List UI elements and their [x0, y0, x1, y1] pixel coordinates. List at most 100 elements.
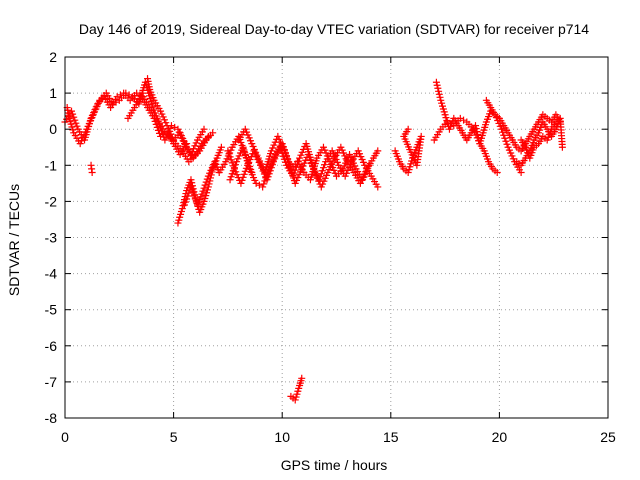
data-point [183, 195, 191, 203]
data-point [517, 169, 525, 177]
y-tick-label: 1 [49, 85, 57, 101]
data-point [284, 156, 292, 164]
data-point [227, 156, 235, 164]
data-point [198, 190, 206, 198]
x-tick-label: 10 [274, 429, 290, 445]
data-point [558, 143, 566, 151]
data-point [239, 173, 247, 181]
data-point [217, 143, 225, 151]
data-point [304, 150, 312, 158]
data-point [433, 81, 441, 89]
data-point [73, 122, 81, 130]
x-ticks: 0 5 10 15 20 25 [61, 57, 616, 445]
data-point [191, 195, 199, 203]
data-point [404, 125, 412, 133]
y-axis-label: SDTVAR / TECUs [6, 184, 22, 296]
data-point [230, 164, 238, 172]
data-point [261, 177, 269, 185]
data-point [72, 119, 80, 127]
y-tick-label: 2 [49, 49, 57, 65]
data-points [61, 75, 566, 404]
data-point [88, 169, 96, 177]
data-point [201, 181, 209, 189]
data-point [283, 153, 291, 161]
y-tick-label: 0 [49, 121, 57, 137]
data-point [259, 183, 267, 191]
y-tick-label: -4 [45, 266, 58, 282]
data-point [187, 176, 195, 184]
data-point [188, 186, 196, 194]
chart-title: Day 146 of 2019, Sidereal Day-to-day VTE… [79, 21, 589, 37]
data-point [151, 117, 159, 125]
y-tick-label: -5 [45, 302, 58, 318]
data-point [493, 169, 501, 177]
y-ticks: -8 -7 -6 -5 -4 -3 -2 -1 0 1 2 [45, 49, 608, 426]
data-point [180, 201, 188, 209]
data-point [365, 161, 373, 169]
data-point [187, 183, 195, 191]
data-point [317, 170, 325, 178]
data-point [203, 175, 211, 183]
data-point [435, 90, 443, 98]
data-point [209, 129, 217, 137]
data-point [155, 129, 163, 137]
data-point [285, 159, 293, 167]
x-axis-label: GPS time / hours [281, 457, 388, 473]
y-tick-label: -1 [45, 157, 58, 173]
data-point [148, 100, 156, 108]
data-point [178, 205, 186, 213]
data-point [228, 170, 236, 178]
x-tick-label: 25 [600, 429, 616, 445]
y-tick-label: -3 [45, 230, 58, 246]
data-point [319, 164, 327, 172]
data-point [281, 150, 289, 158]
data-point [225, 150, 233, 158]
data-point [503, 140, 511, 148]
data-point [298, 374, 306, 382]
data-point [499, 128, 507, 136]
data-point [552, 118, 560, 126]
data-point [318, 167, 326, 175]
data-point [374, 183, 382, 191]
data-point [200, 184, 208, 192]
data-point [305, 153, 313, 161]
data-point [189, 189, 197, 197]
x-tick-label: 0 [61, 429, 69, 445]
y-tick-label: -6 [45, 338, 58, 354]
data-point [153, 123, 161, 131]
data-point [182, 198, 190, 206]
data-point [238, 176, 246, 184]
data-point [237, 179, 245, 187]
data-point [183, 140, 191, 148]
data-point [434, 84, 442, 92]
data-point [435, 87, 443, 95]
data-point [240, 170, 248, 178]
data-point [188, 179, 196, 187]
data-point [190, 192, 198, 200]
data-point [321, 161, 329, 169]
data-point [262, 174, 270, 182]
data-point [71, 116, 79, 124]
data-point [154, 126, 162, 134]
data-point [152, 120, 160, 128]
data-point [232, 161, 240, 169]
data-point [179, 202, 187, 210]
data-point [202, 178, 210, 186]
data-point [286, 162, 294, 170]
data-point [436, 93, 444, 101]
data-point [200, 125, 208, 133]
data-point [432, 78, 440, 86]
x-tick-label: 20 [492, 429, 508, 445]
data-point [69, 110, 77, 118]
data-point [149, 103, 157, 111]
data-point [226, 153, 234, 161]
data-point [374, 147, 382, 155]
y-tick-label: -2 [45, 193, 58, 209]
data-point [70, 113, 78, 121]
data-point [227, 173, 235, 181]
data-point [260, 180, 268, 188]
y-tick-label: -8 [45, 410, 58, 426]
data-point [472, 122, 480, 130]
